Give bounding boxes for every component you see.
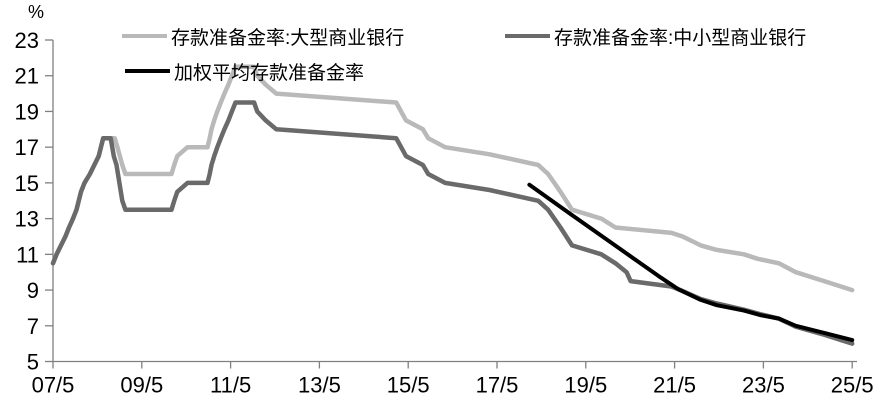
y-axis-tick-label: 7 (27, 314, 39, 339)
x-axis-tick-label: 25/5 (831, 373, 874, 398)
series-line-small-medium-banks (50, 100, 855, 346)
series-line-weighted-average (527, 182, 855, 343)
legend-item-large-banks: 存款准备金率:大型商业银行 (122, 25, 405, 49)
series-line-large-banks (50, 64, 855, 293)
y-axis-tick-label: 23 (15, 28, 39, 53)
legend-item-weighted-average: 加权平均存款准备金率 (125, 60, 365, 84)
legend-swatch-small-medium-banks (505, 33, 550, 39)
legend-label-large-banks: 存款准备金率:大型商业银行 (171, 27, 405, 49)
x-axis-tick-label: 13/5 (298, 373, 341, 398)
x-axis-tick-label: 19/5 (564, 373, 607, 398)
x-axis-tick-label: 17/5 (476, 373, 519, 398)
y-axis-unit-label: % (28, 2, 45, 22)
x-axis-tick-label: 07/5 (32, 373, 75, 398)
y-axis-tick-label: 19 (15, 99, 39, 124)
legend-item-small-medium-banks: 存款准备金率:中小型商业银行 (505, 25, 807, 49)
x-axis-tick-label: 21/5 (653, 373, 696, 398)
legend-label-weighted-average: 加权平均存款准备金率 (174, 62, 365, 84)
y-axis-tick-label: 13 (15, 207, 39, 232)
x-axis-tick-label: 11/5 (210, 373, 251, 398)
x-axis-tick-label: 09/5 (120, 373, 163, 398)
y-axis-tick-label: 9 (27, 278, 39, 303)
y-axis-tick-label: 5 (27, 350, 39, 375)
legend-swatch-large-banks (122, 33, 167, 39)
y-axis-tick-label: 21 (15, 64, 39, 89)
legend-label-small-medium-banks: 存款准备金率:中小型商业银行 (554, 27, 807, 49)
y-axis-tick-label: 17 (15, 135, 39, 160)
legend-swatch-weighted-average (125, 69, 170, 73)
y-axis-tick-label: 11 (16, 242, 39, 267)
y-axis-tick-label: 15 (15, 171, 39, 196)
x-axis-tick-label: 15/5 (387, 373, 430, 398)
x-axis-tick-label: 23/5 (742, 373, 785, 398)
